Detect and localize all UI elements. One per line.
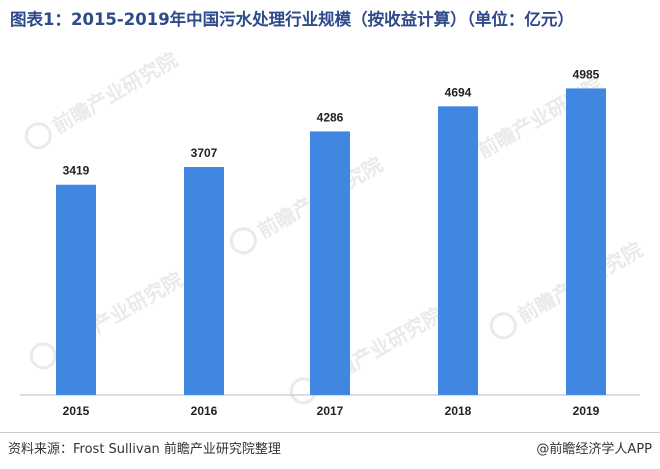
x-tick-label-2015: 2015 <box>63 404 90 418</box>
bar-2018 <box>438 106 478 395</box>
footer-divider <box>0 432 660 433</box>
bar-2019 <box>566 88 606 396</box>
x-tick-label-2016: 2016 <box>191 404 218 418</box>
brand-credit: @前瞻经济学人APP <box>536 442 652 457</box>
x-tick-label-2019: 2019 <box>573 404 600 418</box>
data-labels-layer: 3419 3707 4286 4694 4985 <box>63 67 600 177</box>
bar-2015 <box>56 184 96 395</box>
data-label-2015: 3419 <box>63 164 90 178</box>
x-tick-labels-layer: 2015 2016 2017 2018 2019 <box>63 404 600 418</box>
watermark-logo: 前瞻产业研究院 <box>29 267 187 370</box>
chart-title: 图表1：2015-2019年中国污水处理行业规模（按收益计算）（单位：亿元） <box>10 10 574 29</box>
svg-text:前瞻产业研究院: 前瞻产业研究院 <box>48 47 181 138</box>
bar-2017 <box>310 131 350 395</box>
source-note: 资料来源：Frost Sullivan 前瞻产业研究院整理 <box>8 442 281 457</box>
bar-chart: 前瞻产业研究院前瞻产业研究院前瞻产业研究院前瞻产业研究院前瞻产业研究院前瞻产业研… <box>20 47 647 418</box>
bar-2016 <box>184 167 224 395</box>
data-label-2016: 3707 <box>191 146 218 160</box>
bars-layer <box>56 88 606 396</box>
x-tick-label-2018: 2018 <box>445 404 472 418</box>
data-label-2017: 4286 <box>317 110 344 124</box>
data-label-2018: 4694 <box>445 85 472 99</box>
data-label-2019: 4985 <box>573 67 600 81</box>
x-tick-label-2017: 2017 <box>317 404 344 418</box>
watermark-logo: 前瞻产业研究院 <box>24 47 182 150</box>
watermark-logo: 前瞻产业研究院 <box>229 152 387 255</box>
